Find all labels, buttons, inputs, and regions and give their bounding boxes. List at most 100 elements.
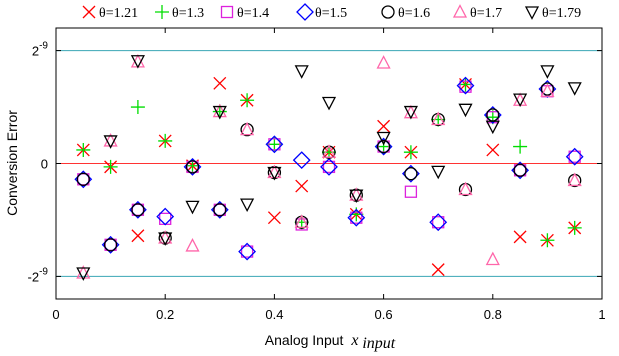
data-point <box>103 238 118 252</box>
data-point <box>432 216 445 229</box>
legend-marker <box>524 6 540 20</box>
data-point <box>403 105 418 120</box>
legend-label: θ=1.5 <box>315 6 347 21</box>
legend-label: θ=1.4 <box>237 6 269 21</box>
data-point <box>76 265 91 279</box>
data-point <box>540 65 555 79</box>
data-point <box>158 230 173 244</box>
data-point <box>240 198 255 213</box>
data-point <box>131 203 145 217</box>
data-point <box>320 157 338 176</box>
data-point <box>130 55 145 69</box>
data-point <box>458 103 473 118</box>
axis-ticks <box>55 28 603 299</box>
data-point <box>294 65 309 79</box>
data-point <box>376 139 391 154</box>
data-point <box>513 230 527 244</box>
data-point <box>240 121 255 136</box>
plot-area <box>55 27 603 300</box>
data-point <box>267 164 282 179</box>
data-point <box>567 172 582 187</box>
legend-marker <box>220 5 234 19</box>
data-point <box>540 83 555 97</box>
data-point <box>404 185 418 198</box>
data-point <box>431 263 445 277</box>
data-point <box>265 135 284 154</box>
series-6 <box>76 55 582 281</box>
data-point <box>513 139 528 154</box>
data-point <box>403 145 418 160</box>
x-axis-label-var: x <box>350 332 358 349</box>
data-point <box>568 150 581 163</box>
data-point <box>458 77 473 92</box>
data-point <box>295 179 309 193</box>
legend-marker <box>155 5 169 19</box>
data-point <box>322 160 336 174</box>
data-point <box>321 144 337 158</box>
data-point <box>240 93 255 108</box>
legend: θ=1.21 θ=1.3 θ=1.4 θ=1.5 θ=1.6 θ=1.7 θ=1.79 <box>82 3 581 21</box>
x-tick-label: 0.2 <box>156 307 174 322</box>
data-point <box>76 142 91 157</box>
data-point <box>267 166 282 181</box>
data-point <box>267 211 281 225</box>
data-point <box>376 139 391 154</box>
x-tick-labels: 0 0.2 0.4 0.6 0.8 1 <box>52 307 605 322</box>
reference-lines <box>56 50 602 277</box>
data-point <box>321 96 337 111</box>
data-point <box>185 200 200 215</box>
data-point <box>376 55 391 69</box>
data-point <box>429 213 448 232</box>
x-tick-label: 0 <box>52 307 59 322</box>
x-tick-label: 1 <box>598 307 605 322</box>
data-point <box>212 105 227 120</box>
data-point <box>212 103 227 118</box>
data-point <box>103 135 118 149</box>
legend-label: θ=1.6 <box>398 6 430 21</box>
y-tick-label: 0 <box>41 157 48 172</box>
data-point <box>156 207 175 226</box>
data-point <box>567 82 582 96</box>
data-point <box>213 76 227 90</box>
x-axis-label-text: Analog Input <box>265 332 344 348</box>
data-point <box>76 172 90 186</box>
legend-label: θ=1.79 <box>542 6 581 21</box>
data-point <box>267 137 282 152</box>
x-tick-label: 0.6 <box>375 307 393 322</box>
data-point <box>458 181 473 196</box>
data-point <box>456 76 475 95</box>
data-point <box>158 232 173 246</box>
legend-marker <box>82 5 96 19</box>
legend-label: θ=1.21 <box>99 6 138 21</box>
data-point <box>540 82 555 96</box>
data-point <box>238 242 257 261</box>
data-point <box>103 133 118 147</box>
data-point <box>213 203 227 217</box>
data-point <box>350 211 363 224</box>
y-tick-labels: 2-9 0 -2-9 <box>28 41 49 285</box>
data-point <box>540 233 555 248</box>
x-axis-label-subscript: input <box>362 335 395 352</box>
data-point <box>240 245 254 258</box>
y-tick-label: 2-9 <box>32 41 49 59</box>
x-tick-label: 0.4 <box>265 307 283 322</box>
data-point <box>431 111 446 126</box>
legend-marker <box>452 4 468 18</box>
legend-label: θ=1.7 <box>470 6 502 21</box>
y-tick-label: -2-9 <box>28 266 49 284</box>
data-point <box>459 80 472 93</box>
data-point <box>486 143 500 157</box>
data-point <box>349 187 364 201</box>
data-point <box>294 214 309 228</box>
data-point <box>76 267 91 281</box>
data-point <box>513 163 527 177</box>
data-point <box>185 238 200 252</box>
legend-marker <box>381 5 395 19</box>
data-point <box>292 151 311 170</box>
data-point <box>103 159 118 174</box>
data-point <box>565 147 584 166</box>
legend-label: θ=1.3 <box>172 6 204 21</box>
data-point <box>185 160 200 174</box>
series-4 <box>76 82 582 252</box>
